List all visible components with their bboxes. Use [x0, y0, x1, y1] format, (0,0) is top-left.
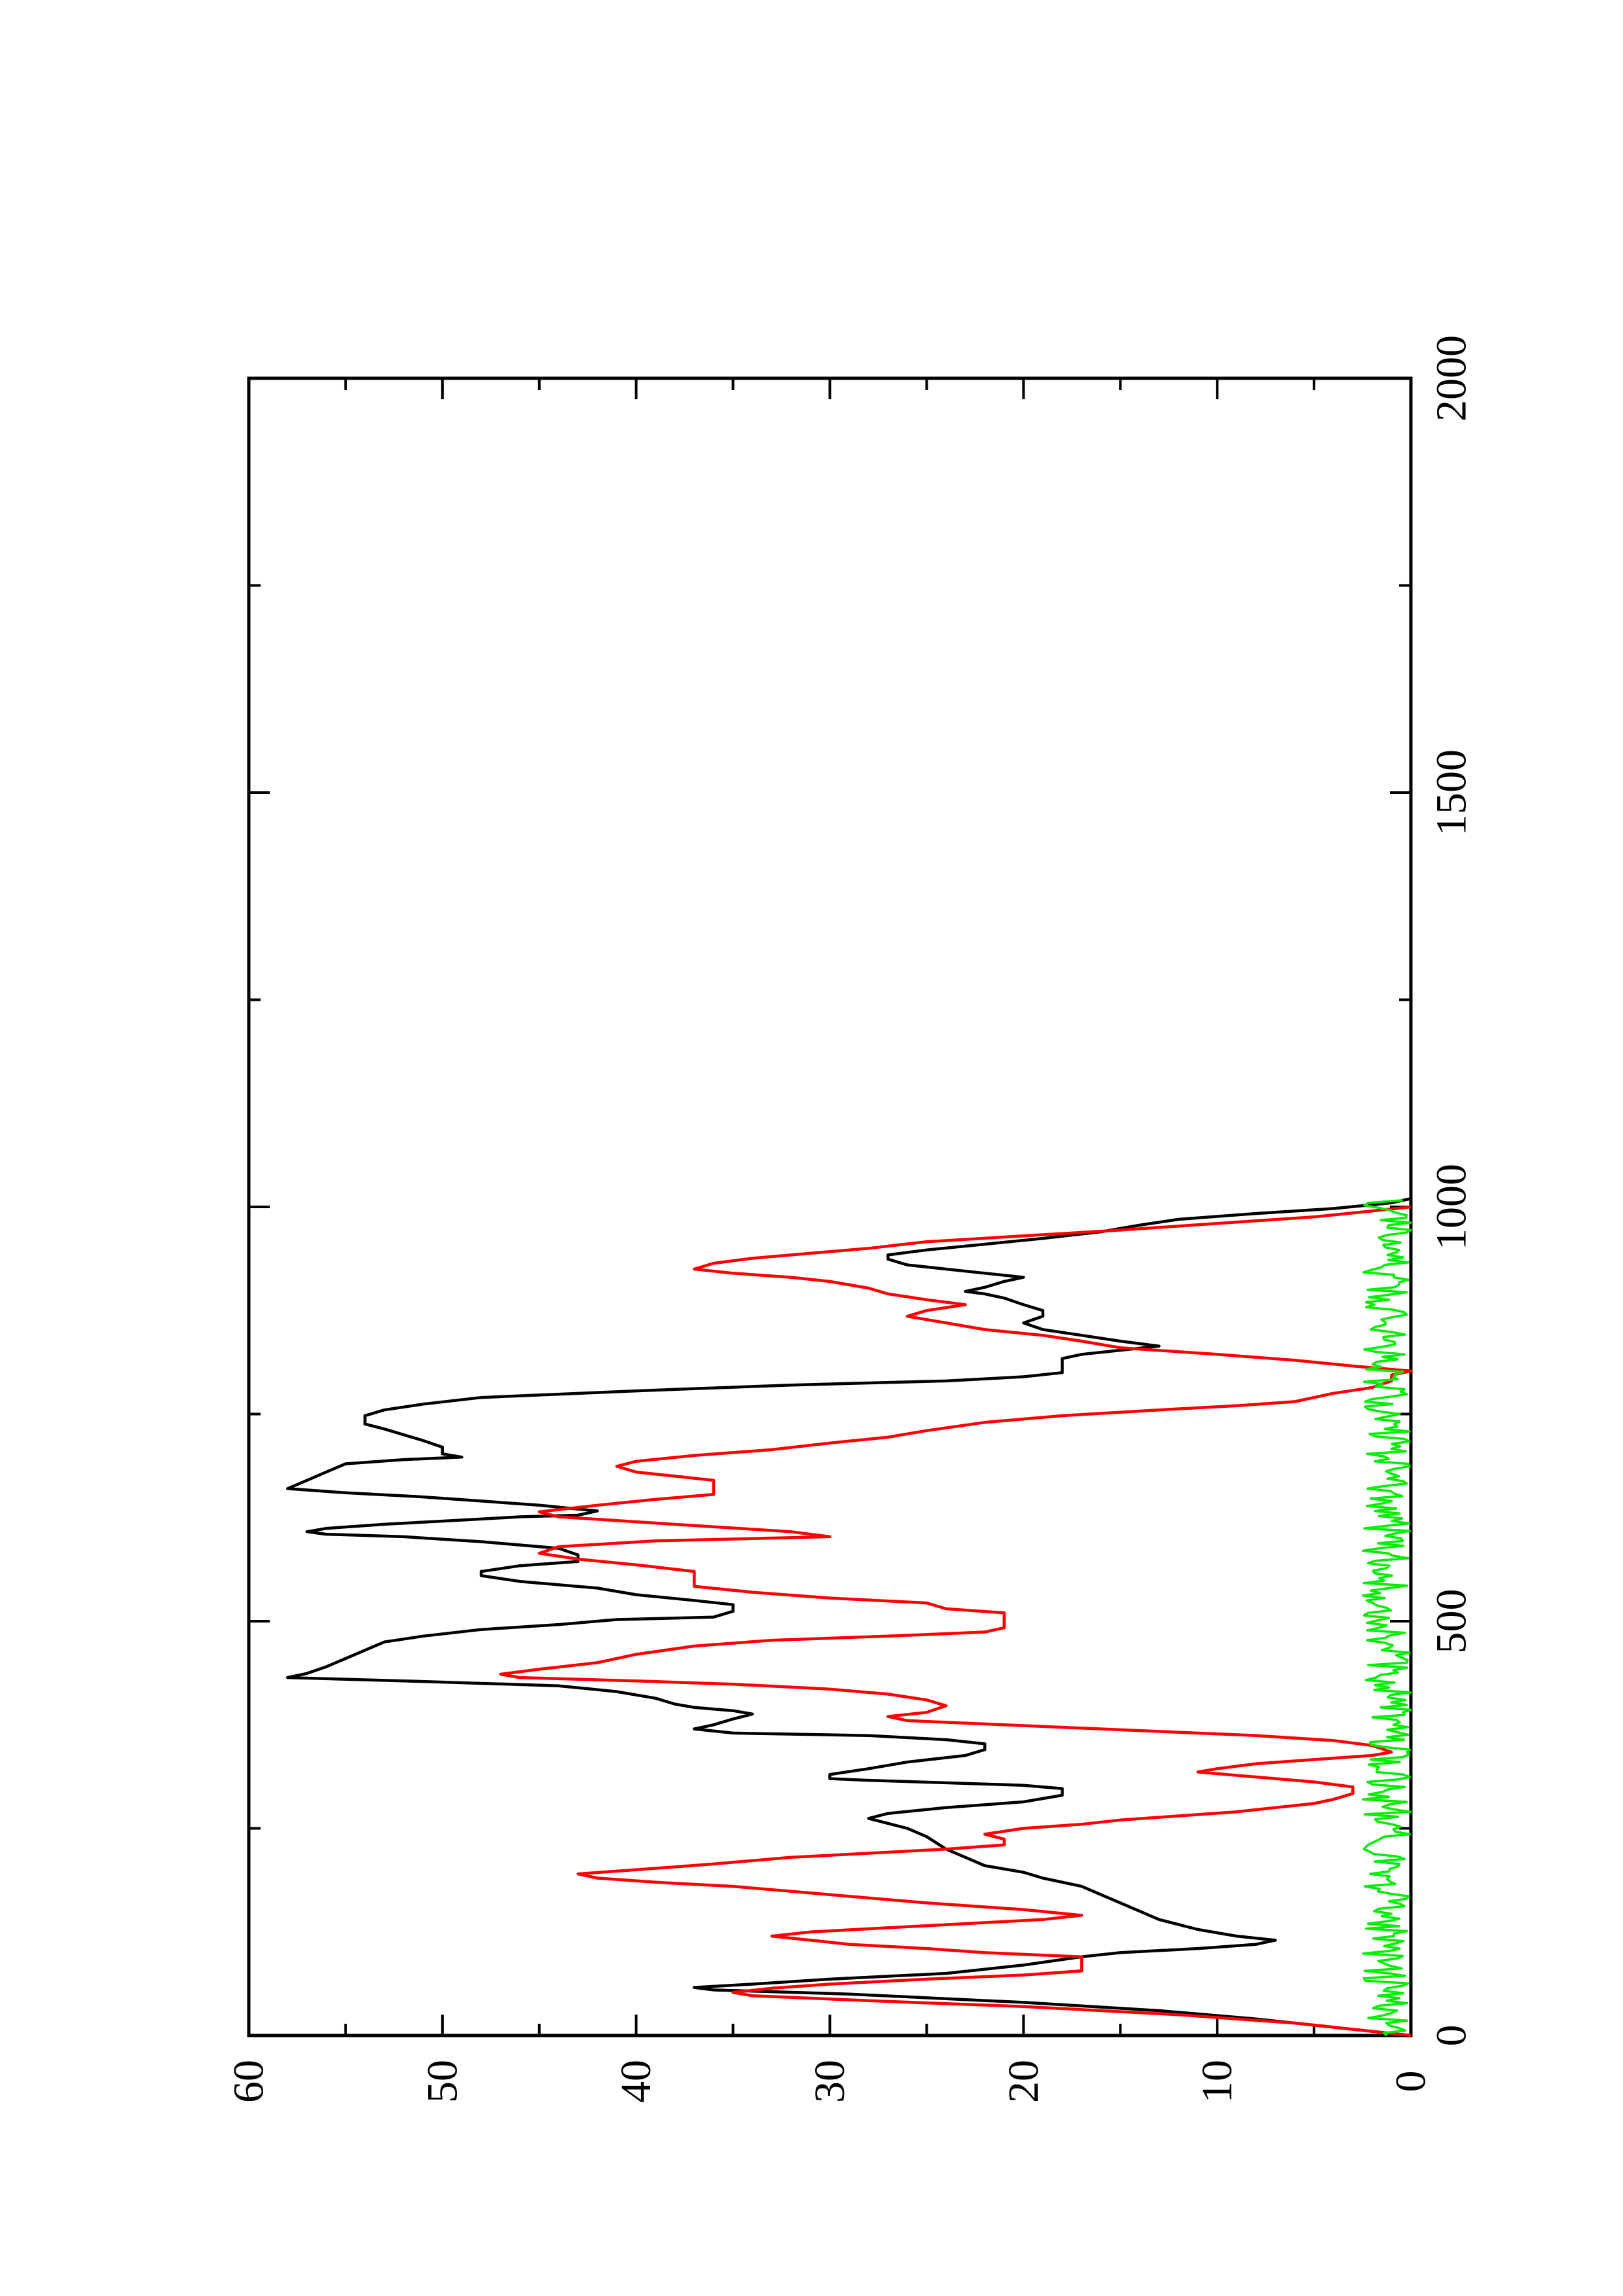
series-layer — [285, 1197, 1413, 2037]
tick-labels: 0 500 1000 1500 2000 0 10 20 30 40 50 60 — [225, 335, 1476, 2103]
axes — [247, 376, 1413, 2037]
y-tick-label: 0 — [1387, 2071, 1435, 2092]
y-tick-label: 50 — [418, 2060, 466, 2103]
plot-frame — [247, 376, 1413, 2037]
x-tick-label: 2000 — [1428, 335, 1476, 422]
x-tick-label: 500 — [1428, 1589, 1476, 1654]
y-tick-label: 40 — [612, 2060, 660, 2103]
y-tick-label: 10 — [1194, 2060, 1241, 2103]
x-tick-label: 0 — [1428, 2025, 1476, 2047]
x-tick-label: 1000 — [1428, 1164, 1476, 1250]
series-line-3 — [1361, 1199, 1412, 2037]
series-line-1 — [285, 1197, 1412, 2037]
y-tick-label: 60 — [225, 2060, 273, 2103]
x-tick-label: 1500 — [1428, 749, 1476, 836]
series-line-2 — [499, 1205, 1413, 2037]
y-tick-label: 30 — [806, 2060, 854, 2103]
y-tick-label: 20 — [1000, 2060, 1048, 2103]
